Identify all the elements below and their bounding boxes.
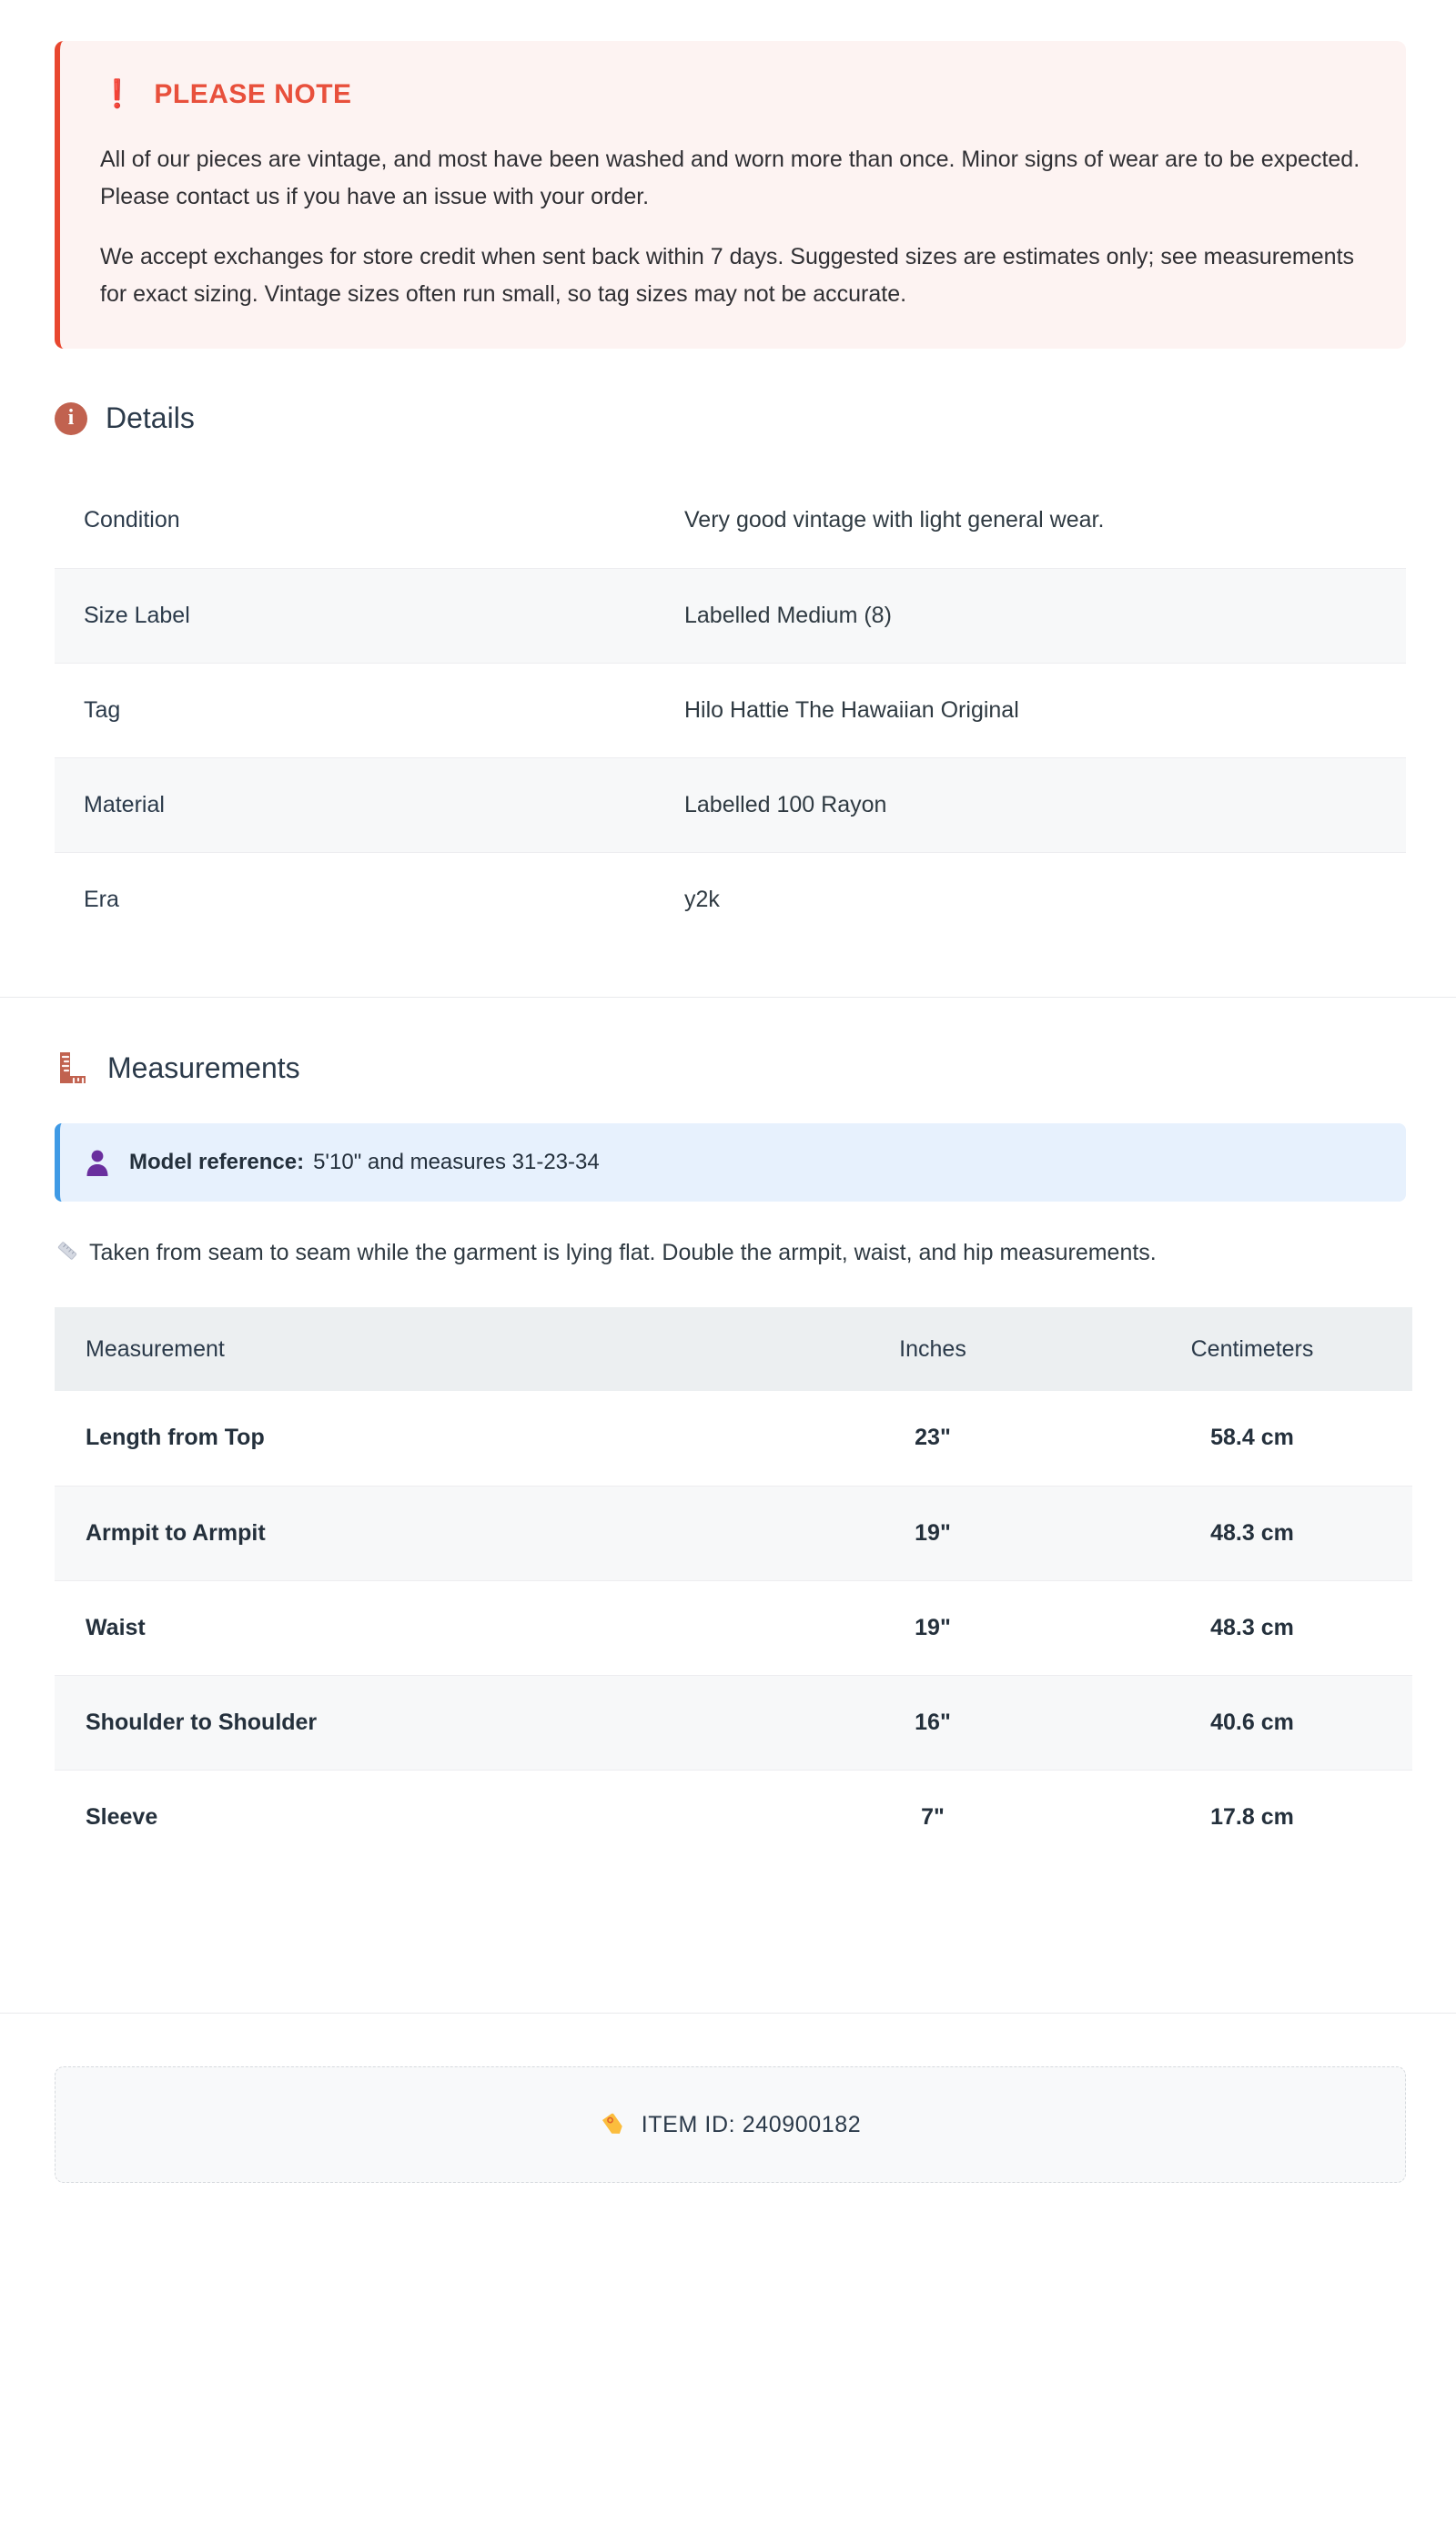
price-tag-icon	[600, 2111, 627, 2138]
measurement-name-armpit-to-armpit: Armpit to Armpit	[55, 1485, 774, 1581]
model-reference-callout: Model reference: 5'10" and measures 31-23…	[55, 1123, 1406, 1202]
measurements-table-wrapper: Measurement Inches Centimeters Length fr…	[55, 1307, 1412, 1864]
measurement-inches-sleeve: 7"	[921, 1803, 945, 1830]
item-id-text: ITEM ID: 240900182	[641, 2111, 862, 2137]
table-row: Tag Hilo Hattie The Hawaiian Original	[55, 663, 1406, 757]
measurements-heading: Measurements	[55, 1050, 1406, 1085]
please-note-title: PLEASE NOTE	[154, 79, 352, 109]
model-reference-value: 5'10" and measures 31-23-34	[313, 1150, 600, 1174]
column-header-centimeters: Centimeters	[1092, 1307, 1412, 1391]
detail-label-condition: Condition	[84, 507, 180, 533]
measurement-inches-shoulder-to-shoulder: 16"	[774, 1674, 1092, 1771]
detail-value-era: y2k	[684, 886, 720, 912]
detail-label-size-label: Size Label	[55, 567, 655, 664]
section-divider	[0, 997, 1456, 998]
detail-value-tag: Hilo Hattie The Hawaiian Original	[684, 696, 1019, 723]
detail-value-condition: Very good vintage with light general wea…	[684, 507, 1105, 533]
measurement-cm-sleeve: 17.8 cm	[1210, 1803, 1294, 1830]
please-note-paragraph-2: We accept exchanges for store credit whe…	[100, 244, 1355, 307]
measurement-cm-armpit-to-armpit: 48.3 cm	[1092, 1485, 1412, 1581]
footer-divider	[0, 2013, 1456, 2014]
detail-label-material: Material	[55, 756, 655, 853]
please-note-paragraph-1: All of our pieces are vintage, and most …	[100, 147, 1360, 209]
measurement-name-sleeve: Sleeve	[86, 1803, 158, 1830]
measurements-heading-label: Measurements	[107, 1050, 300, 1084]
please-note-header: ❗ PLEASE NOTE	[100, 79, 1364, 110]
triangle-ruler-icon	[55, 1050, 89, 1085]
table-row: Material Labelled 100 Rayon	[55, 756, 1406, 853]
table-row: Size Label Labelled Medium (8)	[55, 567, 1406, 664]
flat-measurement-note-text: Taken from seam to seam while the garmen…	[89, 1240, 1157, 1265]
measurements-section: Measurements	[0, 1050, 1456, 1085]
person-bust-icon	[86, 1149, 109, 1176]
table-row: Length from Top 23" 58.4 cm	[55, 1391, 1412, 1486]
table-row: Era y2k	[55, 852, 1406, 947]
info-circle-icon: i	[55, 401, 87, 435]
detail-value-size-label: Labelled Medium (8)	[655, 567, 1406, 664]
table-row: Waist 19" 48.3 cm	[55, 1580, 1412, 1675]
measurement-cm-waist: 48.3 cm	[1210, 1614, 1294, 1640]
table-row: Condition Very good vintage with light g…	[55, 473, 1406, 568]
flat-measurement-note: Taken from seam to seam while the garmen…	[55, 1234, 1406, 1271]
measurement-cm-length-from-top: 58.4 cm	[1210, 1425, 1294, 1451]
measurement-name-shoulder-to-shoulder: Shoulder to Shoulder	[55, 1674, 774, 1771]
detail-value-material: Labelled 100 Rayon	[655, 756, 1406, 853]
model-reference-text: Model reference: 5'10" and measures 31-23…	[129, 1150, 600, 1175]
measurement-inches-armpit-to-armpit: 19"	[774, 1485, 1092, 1581]
model-reference-label: Model reference:	[129, 1150, 305, 1174]
product-description-page: ❗ PLEASE NOTE All of our pieces are vint…	[0, 41, 1456, 2537]
details-section: i Details Condition Very good vintage wi…	[0, 401, 1456, 947]
column-header-measurement: Measurement	[55, 1307, 774, 1391]
details-heading-label: Details	[106, 401, 195, 434]
details-table: Condition Very good vintage with light g…	[55, 473, 1406, 947]
table-row: Sleeve 7" 17.8 cm	[55, 1770, 1412, 1864]
exclamation-mark-icon: ❗	[100, 79, 135, 109]
table-header-row: Measurement Inches Centimeters	[55, 1307, 1412, 1391]
please-note-callout: ❗ PLEASE NOTE All of our pieces are vint…	[55, 41, 1406, 349]
details-heading: i Details	[55, 401, 1406, 435]
column-header-inches: Inches	[774, 1307, 1092, 1391]
measurement-name-length-from-top: Length from Top	[86, 1425, 265, 1451]
footer-section: ITEM ID: 240900182	[0, 2066, 1456, 2183]
table-row: Shoulder to Shoulder 16" 40.6 cm	[55, 1674, 1412, 1771]
measurement-cm-shoulder-to-shoulder: 40.6 cm	[1092, 1674, 1412, 1771]
straight-ruler-icon	[55, 1238, 80, 1263]
detail-label-era: Era	[84, 886, 119, 912]
spacer	[0, 1864, 1456, 1963]
measurements-table: Measurement Inches Centimeters Length fr…	[55, 1307, 1412, 1864]
measurement-inches-waist: 19"	[915, 1614, 951, 1640]
measurement-name-waist: Waist	[86, 1614, 146, 1640]
detail-label-tag: Tag	[84, 696, 121, 723]
item-id-box: ITEM ID: 240900182	[55, 2066, 1406, 2183]
measurement-inches-length-from-top: 23"	[915, 1425, 951, 1451]
table-row: Armpit to Armpit 19" 48.3 cm	[55, 1485, 1412, 1581]
